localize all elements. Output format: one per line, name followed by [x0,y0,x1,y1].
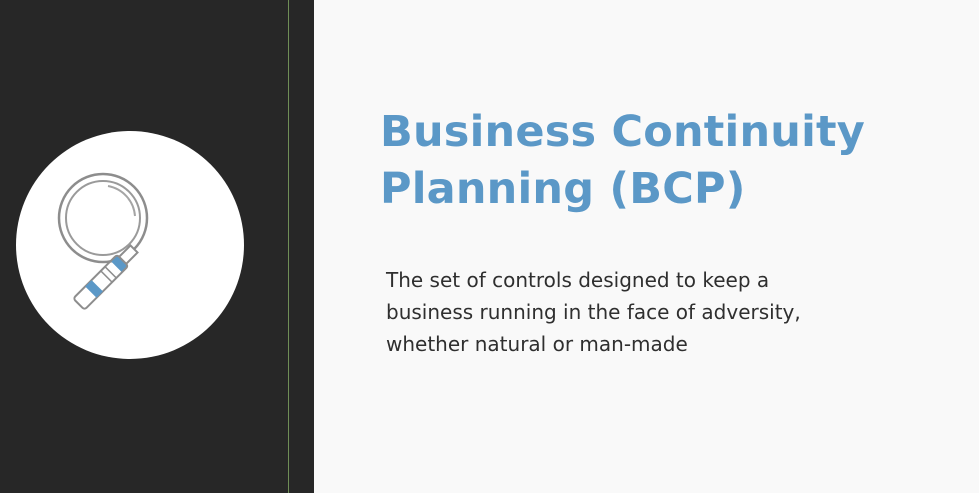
right-panel: Business Continuity Planning (BCP) The s… [314,0,979,493]
title-line: Planning (BCP) [380,164,746,214]
handle-body [73,254,129,310]
description-line: whether natural or man-made [386,332,688,356]
vertical-divider [288,0,289,493]
slide-description: The set of controls designed to keep a b… [386,264,946,360]
icon-circle [16,131,244,359]
handle-stripe [99,265,118,284]
lens-outer-ring [57,172,149,264]
title-line: Business Continuity [380,107,866,157]
slide-title: Business Continuity Planning (BCP) [380,104,970,218]
handle-accent-bottom [85,280,103,298]
magnifying-glass-icon [57,172,149,310]
lens-glare [107,185,136,217]
description-line: business running in the face of adversit… [386,300,801,324]
handle-accent-top [110,254,129,273]
lens-inner-ring [65,180,141,256]
left-panel [0,0,314,493]
description-line: The set of controls designed to keep a [386,268,770,292]
